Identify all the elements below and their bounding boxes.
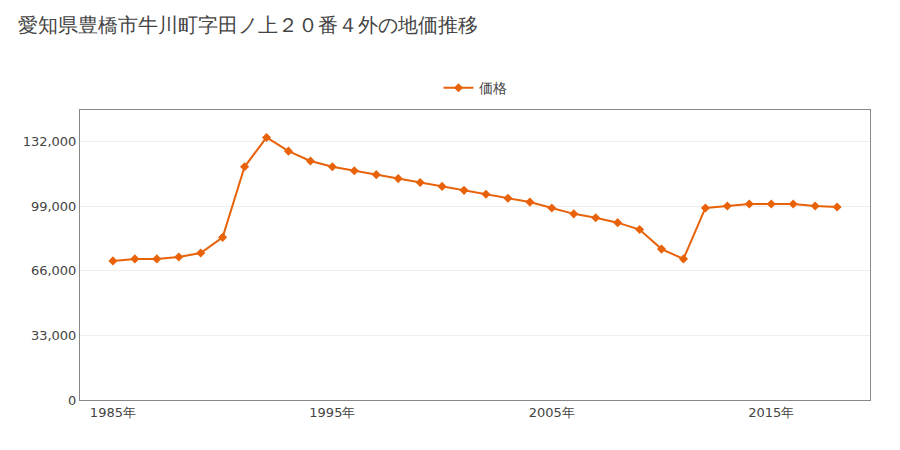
svg-text:66,000: 66,000 [31, 263, 77, 278]
svg-text:1985年: 1985年 [90, 405, 136, 420]
svg-text:99,000: 99,000 [31, 199, 77, 214]
svg-text:価格: 価格 [479, 80, 507, 96]
svg-text:33,000: 33,000 [31, 328, 77, 343]
svg-text:132,000: 132,000 [23, 134, 77, 149]
svg-text:愛知県豊橋市牛川町字田ノ上２０番４外の地価推移: 愛知県豊橋市牛川町字田ノ上２０番４外の地価推移 [18, 13, 478, 37]
svg-text:2005年: 2005年 [529, 405, 575, 420]
svg-text:0: 0 [68, 393, 76, 408]
svg-text:1995年: 1995年 [309, 405, 355, 420]
svg-text:2015年: 2015年 [748, 405, 794, 420]
